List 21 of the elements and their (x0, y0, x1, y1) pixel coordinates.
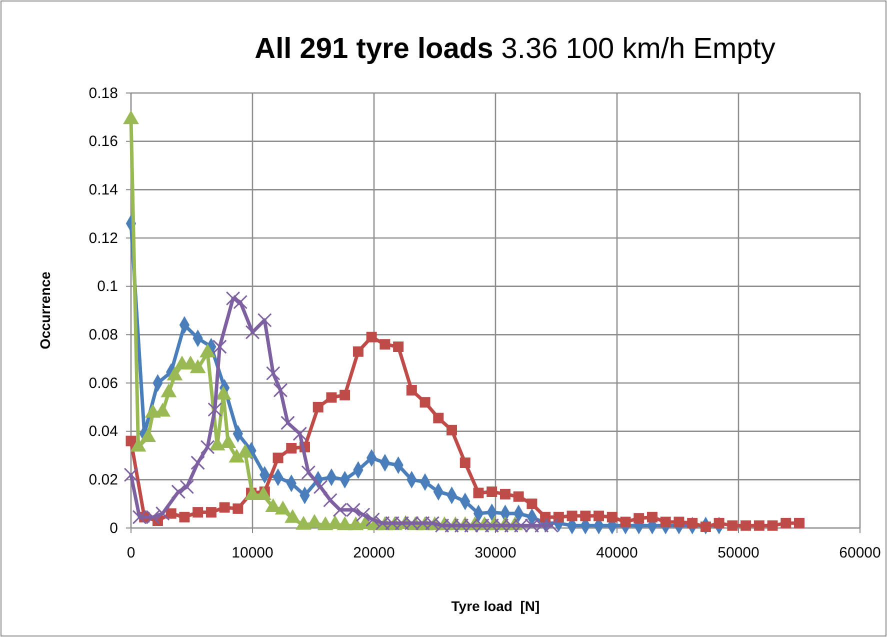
y-tick-label: 0.12 (88, 230, 118, 247)
chart-subtitle: 3.36 100 km/h Empty (493, 33, 776, 65)
y-tick-label: 0.16 (88, 133, 118, 150)
y-tick-label: 0.14 (88, 181, 118, 198)
y-axis-title: Occurrence (37, 271, 53, 350)
x-tick-label: 30000 (474, 544, 516, 562)
y-tick-label: 0.04 (88, 423, 118, 440)
y-tick-label: 0 (110, 520, 118, 537)
x-tick-label: 20000 (353, 544, 395, 562)
y-tick-label: 0.18 (88, 84, 118, 102)
y-tick-label: 0.08 (88, 326, 118, 344)
x-tick-label: 40000 (596, 544, 638, 562)
y-tick-label: 0.1 (97, 278, 118, 296)
x-tick-label: 50000 (718, 544, 760, 562)
y-tick-label: 0.02 (88, 471, 118, 488)
chart-title: All 291 tyre loads (254, 33, 494, 65)
x-tick-label: 10000 (232, 544, 274, 562)
x-axis-title: Tyre load [N] (451, 598, 540, 614)
x-tick-label: 60000 (839, 544, 881, 562)
x-tick-label: 0 (126, 544, 136, 562)
y-tick-label: 0.06 (88, 374, 118, 392)
